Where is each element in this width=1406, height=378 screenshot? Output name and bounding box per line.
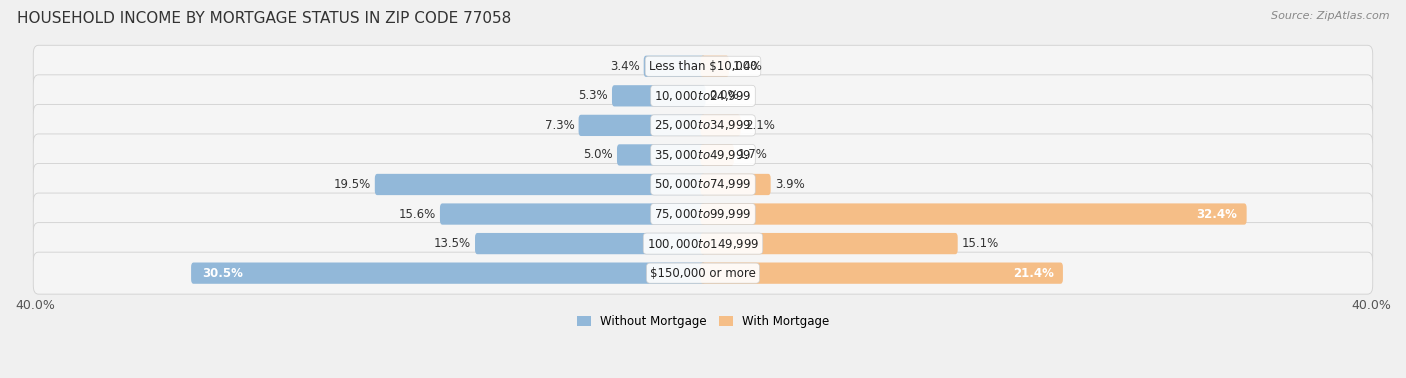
FancyBboxPatch shape (34, 223, 1372, 265)
FancyBboxPatch shape (700, 115, 741, 136)
Text: 19.5%: 19.5% (333, 178, 371, 191)
Text: 7.3%: 7.3% (544, 119, 575, 132)
Text: 32.4%: 32.4% (1197, 208, 1237, 220)
Text: $10,000 to $24,999: $10,000 to $24,999 (654, 89, 752, 103)
FancyBboxPatch shape (579, 115, 706, 136)
Text: HOUSEHOLD INCOME BY MORTGAGE STATUS IN ZIP CODE 77058: HOUSEHOLD INCOME BY MORTGAGE STATUS IN Z… (17, 11, 512, 26)
Text: 5.0%: 5.0% (583, 149, 613, 161)
FancyBboxPatch shape (440, 203, 706, 225)
FancyBboxPatch shape (34, 75, 1372, 117)
Text: 15.6%: 15.6% (398, 208, 436, 220)
Text: 1.4%: 1.4% (733, 60, 763, 73)
FancyBboxPatch shape (644, 56, 706, 77)
FancyBboxPatch shape (191, 262, 706, 284)
FancyBboxPatch shape (34, 104, 1372, 146)
FancyBboxPatch shape (700, 203, 1247, 225)
Text: 3.9%: 3.9% (775, 178, 804, 191)
FancyBboxPatch shape (375, 174, 706, 195)
FancyBboxPatch shape (34, 134, 1372, 176)
FancyBboxPatch shape (34, 193, 1372, 235)
FancyBboxPatch shape (34, 164, 1372, 206)
Text: $50,000 to $74,999: $50,000 to $74,999 (654, 178, 752, 192)
Text: $100,000 to $149,999: $100,000 to $149,999 (647, 237, 759, 251)
Text: 2.1%: 2.1% (745, 119, 775, 132)
FancyBboxPatch shape (34, 45, 1372, 87)
Text: 5.3%: 5.3% (578, 89, 607, 102)
FancyBboxPatch shape (700, 262, 1063, 284)
FancyBboxPatch shape (700, 144, 734, 166)
FancyBboxPatch shape (700, 174, 770, 195)
Text: $25,000 to $34,999: $25,000 to $34,999 (654, 118, 752, 132)
Text: 30.5%: 30.5% (202, 266, 243, 280)
FancyBboxPatch shape (475, 233, 706, 254)
Text: 3.4%: 3.4% (610, 60, 640, 73)
FancyBboxPatch shape (34, 252, 1372, 294)
Text: 1.7%: 1.7% (738, 149, 768, 161)
Text: $75,000 to $99,999: $75,000 to $99,999 (654, 207, 752, 221)
Text: 21.4%: 21.4% (1012, 266, 1053, 280)
Text: 13.5%: 13.5% (433, 237, 471, 250)
FancyBboxPatch shape (700, 56, 728, 77)
Text: $35,000 to $49,999: $35,000 to $49,999 (654, 148, 752, 162)
FancyBboxPatch shape (612, 85, 706, 107)
Text: 0.0%: 0.0% (710, 89, 740, 102)
Text: 15.1%: 15.1% (962, 237, 1000, 250)
Text: Source: ZipAtlas.com: Source: ZipAtlas.com (1271, 11, 1389, 21)
FancyBboxPatch shape (617, 144, 706, 166)
Text: Less than $10,000: Less than $10,000 (648, 60, 758, 73)
FancyBboxPatch shape (700, 233, 957, 254)
Legend: Without Mortgage, With Mortgage: Without Mortgage, With Mortgage (572, 310, 834, 333)
Text: $150,000 or more: $150,000 or more (650, 266, 756, 280)
